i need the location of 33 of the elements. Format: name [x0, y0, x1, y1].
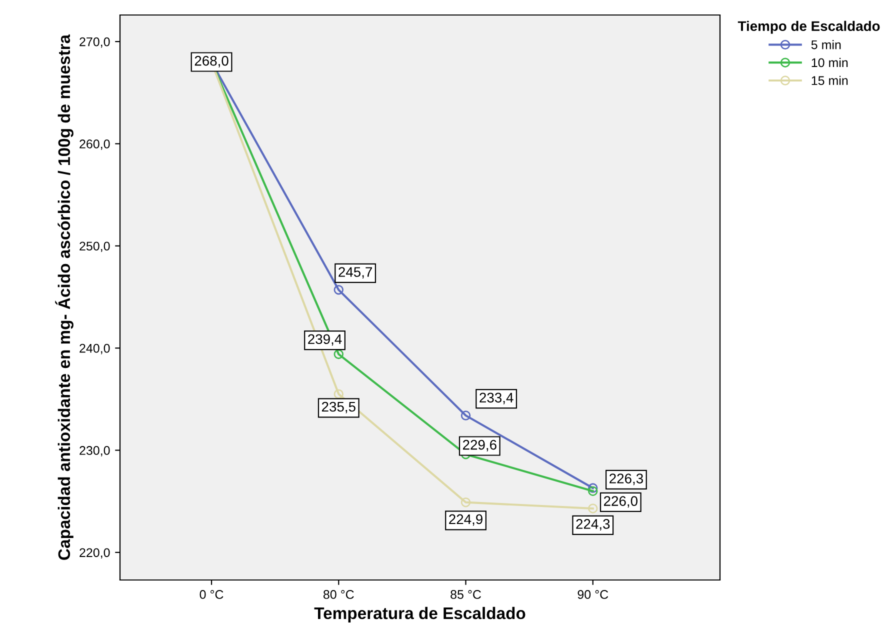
x-tick-label: 85 °C — [450, 590, 481, 599]
data-label: 224,9 — [449, 514, 482, 526]
data-label: 224,3 — [576, 519, 610, 531]
x-tick-label: 80 °C — [323, 590, 354, 599]
y-tick-label: 260,0 — [80, 140, 110, 150]
point — [334, 389, 344, 399]
point — [460, 497, 471, 508]
y-tick-label: 240,0 — [80, 344, 110, 354]
y-tick-label: 270,0 — [80, 37, 110, 48]
data-label: 233,4 — [480, 392, 514, 404]
y-tick-label: 250,0 — [80, 242, 110, 252]
data-label: 245,7 — [338, 267, 372, 279]
legend-title: Tiempo de Escaldado — [738, 20, 880, 34]
data-label: 229,6 — [462, 440, 496, 452]
data-label: 226,0 — [604, 496, 638, 508]
legend-label: 15 min — [812, 76, 848, 86]
point — [588, 504, 598, 514]
legend-label: 5 min — [811, 40, 841, 50]
point — [334, 284, 344, 295]
y-tick-label: 230,0 — [80, 446, 110, 456]
point — [588, 483, 598, 493]
point — [334, 349, 344, 360]
x-axis-title: Temperatura de Escaldado — [314, 606, 526, 622]
data-label: 235,5 — [322, 402, 356, 414]
y-tick-label: 220,0 — [80, 548, 110, 559]
data-label: 239,4 — [308, 334, 342, 346]
x-tick-label: 0 °C — [200, 590, 224, 599]
point — [588, 486, 598, 496]
data-label: 226,3 — [610, 474, 643, 486]
x-tick-label: 90 °C — [578, 590, 608, 599]
y-axis-title: Capacidad antioxidante en mg- Ácido ascórbico / 100g de muestra — [55, 34, 74, 560]
point — [460, 410, 471, 420]
legend-label: 10 min — [812, 58, 848, 68]
